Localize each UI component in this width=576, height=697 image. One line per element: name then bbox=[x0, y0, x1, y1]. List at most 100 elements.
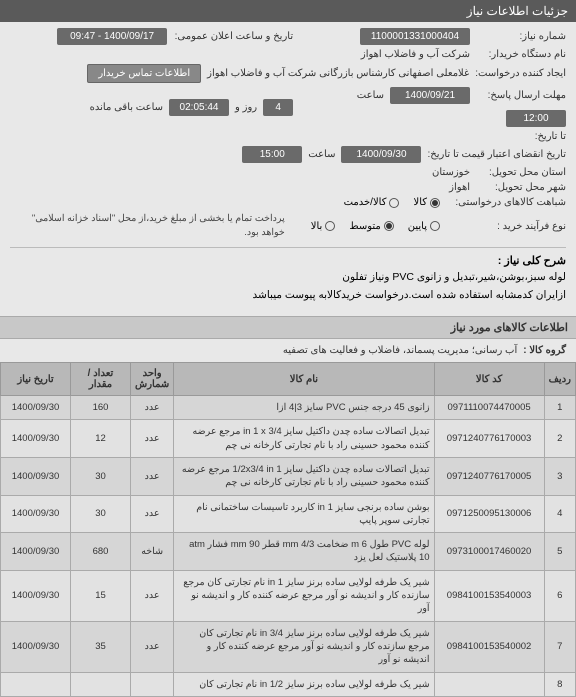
cell-name: زانوی 45 درجه جنس PVC سایز 3|4 ازا bbox=[174, 396, 434, 420]
creator-value: غلامعلی اصفهانی کارشناس بازرگانی شرکت آب… bbox=[207, 68, 469, 79]
cell-qty: 160 bbox=[71, 396, 131, 420]
cell-name: شیر یک طرفه لولایی ساده برنز سایز 3/4 in… bbox=[174, 621, 434, 672]
validity-time: 15:00 bbox=[242, 146, 302, 163]
cell-idx: 1 bbox=[544, 396, 575, 420]
cell-qty bbox=[71, 672, 131, 696]
radio-dot-icon bbox=[430, 198, 440, 208]
radio-low-label: پایین bbox=[408, 221, 427, 232]
table-row[interactable]: 20971240776170003تبدیل اتصالات ساده چدن … bbox=[1, 420, 576, 458]
cell-unit: عدد bbox=[131, 495, 174, 533]
radio-high[interactable]: بالا bbox=[311, 221, 336, 232]
description-block: شرح کلی نیاز : لوله سبز،بوشن،شیر،تبدیل و… bbox=[10, 254, 566, 305]
cell-idx: 4 bbox=[544, 495, 575, 533]
type-label: نوع فرآیند خرید : bbox=[446, 221, 566, 232]
section-header: جزئیات اطلاعات نیاز bbox=[0, 0, 576, 22]
cell-unit: عدد bbox=[131, 621, 174, 672]
th-idx: ردیف bbox=[544, 363, 575, 396]
table-row[interactable]: 50973100017460020لوله PVC طول m 6 ضخامت … bbox=[1, 533, 576, 571]
remaining-time-label: ساعت باقی مانده bbox=[90, 102, 163, 113]
cell-date: 1400/09/30 bbox=[1, 396, 71, 420]
announce-label: تاریخ و ساعت اعلان عمومی: bbox=[173, 31, 293, 42]
cell-code: 0971240776170003 bbox=[434, 420, 544, 458]
need-no-label: شماره نیاز: bbox=[476, 31, 566, 42]
similar-label: شباهت کالاهای درخواستی: bbox=[446, 197, 566, 208]
radio-dot-icon bbox=[325, 221, 335, 231]
cell-name: تبدیل اتصالات ساده چدن داکتیل سایز 3/4 i… bbox=[174, 420, 434, 458]
radio-mid[interactable]: متوسط bbox=[349, 221, 393, 232]
cell-unit: عدد bbox=[131, 457, 174, 495]
validity-date: 1400/09/30 bbox=[341, 146, 421, 163]
cell-unit bbox=[131, 672, 174, 696]
table-row[interactable]: 8 شیر یک طرفه لولایی ساده برنز سایز 1/2 i… bbox=[1, 672, 576, 696]
table-row[interactable]: 40971250095130006بوشن ساده برنجی سایز in… bbox=[1, 495, 576, 533]
cell-code: 0971240776170005 bbox=[434, 457, 544, 495]
province-label: استان محل تحویل: bbox=[476, 167, 566, 178]
cell-qty: 35 bbox=[71, 621, 131, 672]
radio-kala[interactable]: کالا bbox=[413, 197, 440, 208]
cell-qty: 15 bbox=[71, 570, 131, 621]
remaining-days: 4 bbox=[263, 99, 293, 116]
cell-date: 1400/09/30 bbox=[1, 495, 71, 533]
cell-code: 0971110074470005 bbox=[434, 396, 544, 420]
deadline-time: 12:00 bbox=[506, 110, 566, 127]
creator-label: ایجاد کننده درخواست: bbox=[475, 68, 566, 79]
cell-name: شیر یک طرفه لولایی ساده برنز سایز in 1 ن… bbox=[174, 570, 434, 621]
cell-code: 0971250095130006 bbox=[434, 495, 544, 533]
pay-note: پرداخت تمام یا بخشی از مبلغ خرید،از محل … bbox=[10, 212, 285, 241]
validity-label: تاریخ انقضای اعتبار قیمت تا تاریخ: bbox=[427, 149, 566, 160]
cell-unit: عدد bbox=[131, 570, 174, 621]
remaining-label: روز و bbox=[235, 102, 257, 113]
cell-idx: 7 bbox=[544, 621, 575, 672]
similar-radio-group: کالا کالا/خدمت bbox=[344, 197, 440, 208]
cell-code: 0973100017460020 bbox=[434, 533, 544, 571]
th-date: تاریخ نیاز bbox=[1, 363, 71, 396]
cell-unit: شاخه bbox=[131, 533, 174, 571]
cell-code bbox=[434, 672, 544, 696]
cell-idx: 6 bbox=[544, 570, 575, 621]
divider bbox=[10, 247, 566, 248]
cell-date: 1400/09/30 bbox=[1, 420, 71, 458]
deadline-time-label: ساعت bbox=[357, 90, 384, 101]
cell-name: بوشن ساده برنجی سایز in 1 کاربرد تاسیسات… bbox=[174, 495, 434, 533]
group-value: آب رسانی؛ مدیریت پسماند، فاضلاب و فعالیت… bbox=[283, 345, 517, 356]
cell-date: 1400/09/30 bbox=[1, 621, 71, 672]
items-section-header: اطلاعات کالاهای مورد نیاز bbox=[0, 316, 576, 339]
city-value: اهواز bbox=[449, 182, 470, 193]
province-value: خوزستان bbox=[432, 167, 470, 178]
radio-dot-icon bbox=[389, 198, 399, 208]
cell-date: 1400/09/30 bbox=[1, 533, 71, 571]
radio-service[interactable]: کالا/خدمت bbox=[344, 197, 400, 208]
cell-date: 1400/09/30 bbox=[1, 457, 71, 495]
table-row[interactable]: 30971240776170005تبدیل اتصالات ساده چدن … bbox=[1, 457, 576, 495]
header-title: جزئیات اطلاعات نیاز bbox=[467, 4, 568, 18]
cell-code: 0984100153540003 bbox=[434, 570, 544, 621]
cell-qty: 30 bbox=[71, 457, 131, 495]
deadline-label: مهلت ارسال پاسخ: bbox=[476, 90, 566, 101]
cell-date: 1400/09/30 bbox=[1, 570, 71, 621]
table-row[interactable]: 70984100153540002شیر یک طرفه لولایی ساده… bbox=[1, 621, 576, 672]
deadline-sub-label: تا تاریخ: bbox=[476, 131, 566, 142]
cell-date bbox=[1, 672, 71, 696]
table-row[interactable]: 60984100153540003شیر یک طرفه لولایی ساده… bbox=[1, 570, 576, 621]
group-label: گروه کالا : bbox=[523, 345, 566, 356]
cell-name: لوله PVC طول m 6 ضخامت mm 4/3 قطر mm 90 … bbox=[174, 533, 434, 571]
radio-dot-icon bbox=[384, 221, 394, 231]
cell-idx: 3 bbox=[544, 457, 575, 495]
announce-value: 1400/09/17 - 09:47 bbox=[57, 28, 167, 45]
items-table: ردیف کد کالا نام کالا واحد شمارش تعداد /… bbox=[0, 362, 576, 697]
cell-idx: 2 bbox=[544, 420, 575, 458]
radio-high-label: بالا bbox=[311, 221, 323, 232]
table-row[interactable]: 10971110074470005زانوی 45 درجه جنس PVC س… bbox=[1, 396, 576, 420]
th-code: کد کالا bbox=[434, 363, 544, 396]
description-line1: لوله سبز،بوشن،شیر،تبدیل و زانوی PVC ونیا… bbox=[10, 269, 566, 286]
radio-service-label: کالا/خدمت bbox=[344, 197, 387, 208]
cell-idx: 8 bbox=[544, 672, 575, 696]
need-no-value: 1100001331000404 bbox=[360, 28, 470, 45]
radio-low[interactable]: پایین bbox=[408, 221, 440, 232]
cell-name: شیر یک طرفه لولایی ساده برنز سایز 1/2 in… bbox=[174, 672, 434, 696]
contact-button[interactable]: اطلاعات تماس خریدار bbox=[87, 64, 201, 83]
cell-qty: 680 bbox=[71, 533, 131, 571]
validity-time-label: ساعت bbox=[308, 149, 335, 160]
cell-unit: عدد bbox=[131, 420, 174, 458]
form-area: شماره نیاز: 1100001331000404 تاریخ و ساع… bbox=[0, 22, 576, 316]
